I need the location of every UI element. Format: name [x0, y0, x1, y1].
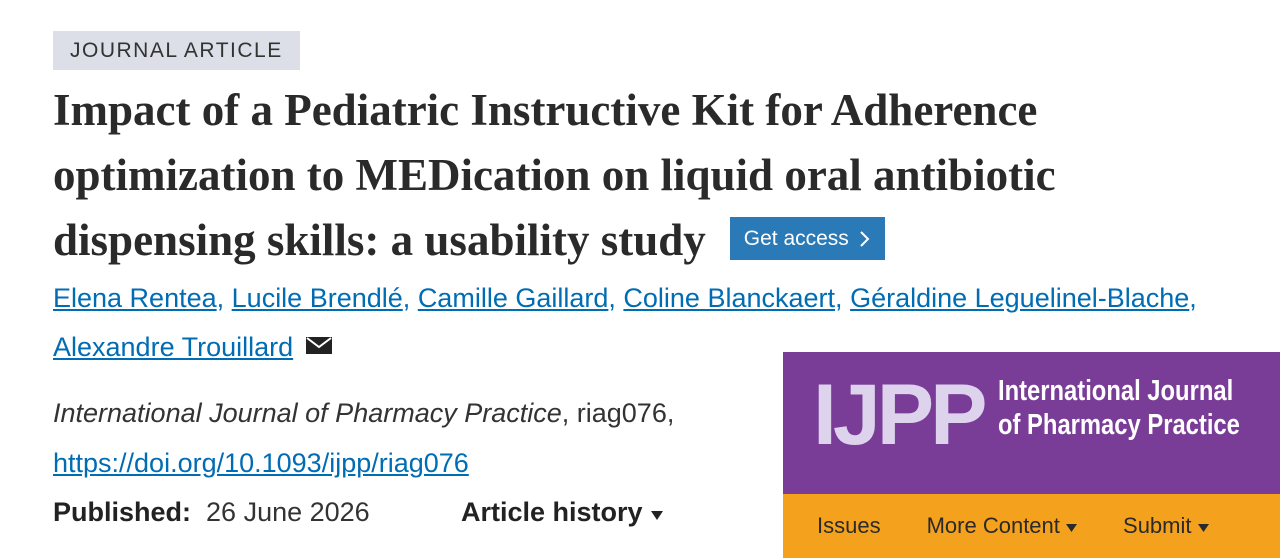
nav-label: More Content — [926, 513, 1060, 538]
button-label: Get access — [743, 227, 849, 251]
journal-name: International Journal of Pharmacy Practi… — [53, 398, 562, 428]
title-text: Impact of a Pediatric Instructive Kit fo… — [53, 85, 1056, 265]
doi-link[interactable]: https://doi.org/10.1093/ijpp/riag076 — [53, 448, 469, 478]
author-separator: , — [216, 283, 225, 313]
chevron-icon — [860, 230, 870, 247]
journal-title-line: of Pharmacy Practice — [998, 409, 1240, 441]
nav-item[interactable]: More Content — [926, 513, 1078, 539]
journal-logo: IJPP — [813, 367, 987, 463]
author-link[interactable]: Géraldine Leguelinel-Blache — [850, 283, 1190, 313]
author-link[interactable]: Coline Blanckaert — [623, 283, 836, 313]
journal-title-line: International Journal — [998, 375, 1234, 407]
history-label: Article history — [461, 497, 643, 527]
article-history[interactable]: Article history — [461, 497, 664, 528]
author-link[interactable]: Alexandre Trouillard — [53, 332, 294, 362]
author-link[interactable]: Lucile Brendlé — [231, 283, 403, 313]
article-id: , riag076, — [561, 398, 675, 428]
caret-icon — [1197, 524, 1209, 532]
author-link[interactable]: Elena Rentea — [53, 283, 217, 313]
nav-bar: Issues More Content Submit — [783, 494, 1280, 558]
brand-bar: IJPP International Journal of Pharmacy Pr… — [783, 352, 1280, 494]
published: Published: 26 June 2026 — [53, 497, 370, 528]
author-link[interactable]: Camille Gaillard — [417, 283, 609, 313]
author-separator: , — [402, 283, 411, 313]
nav-item[interactable]: Issues — [817, 513, 881, 538]
nav-label: Submit — [1123, 513, 1192, 538]
caret-icon — [651, 511, 664, 520]
nav-item[interactable]: Submit — [1123, 513, 1209, 539]
author-separator: , — [835, 283, 843, 313]
published-label: Published: — [53, 497, 192, 527]
email-icon[interactable] — [305, 334, 335, 356]
get-access-button[interactable]: Get access — [729, 217, 885, 261]
citation: International Journal of Pharmacy Practi… — [53, 398, 674, 429]
published-date: 26 June 2026 — [206, 497, 370, 527]
caret-icon — [1066, 524, 1078, 532]
journal-banner: IJPP International Journal of Pharmacy Pr… — [783, 352, 1280, 558]
article-type: JOURNAL ARTICLE — [53, 31, 300, 70]
author-list: Elena Rentea, Lucile Brendlé, Camille Ga… — [53, 274, 1253, 372]
author-separator: , — [608, 283, 616, 313]
journal-title: International Journal of Pharmacy Practic… — [998, 374, 1240, 442]
article-title: Impact of a Pediatric Instructive Kit fo… — [53, 78, 1268, 273]
author-separator: , — [1189, 283, 1197, 313]
